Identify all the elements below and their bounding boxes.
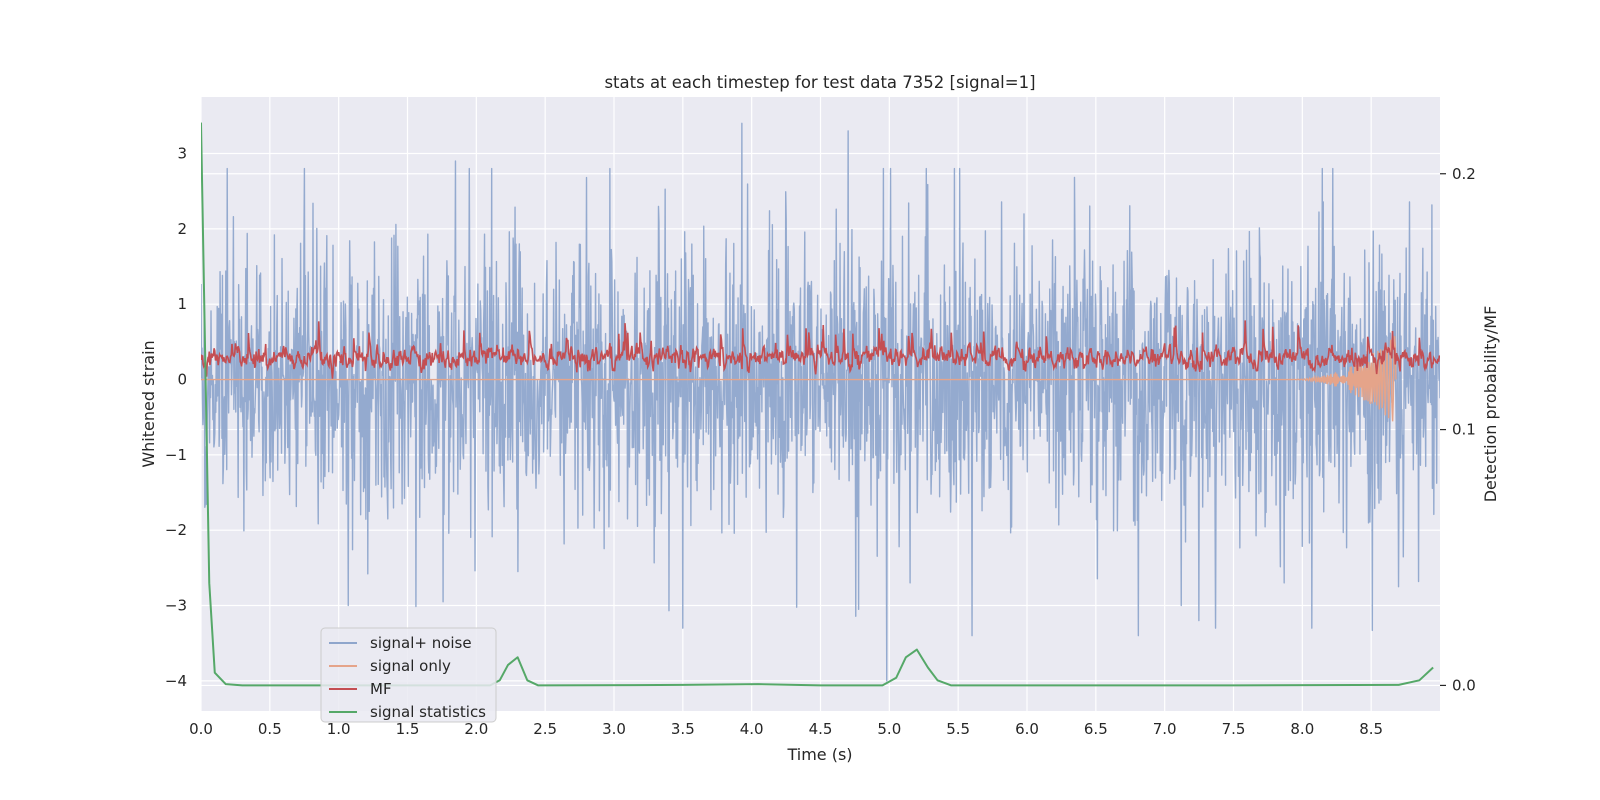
x-tick-label: 1.5 [396, 720, 420, 738]
x-axis-label: Time (s) [786, 745, 852, 764]
x-tick-label: 3.5 [671, 720, 695, 738]
x-tick-label: 2.0 [464, 720, 488, 738]
legend-item: MF [329, 680, 392, 698]
y-tick-label: 1 [177, 295, 187, 313]
legend-label: signal statistics [370, 703, 486, 721]
x-tick-label: 8.0 [1290, 720, 1314, 738]
series-signal-only [201, 336, 1397, 422]
y2-axis-label: Detection probability/MF [1481, 306, 1500, 503]
series-signal-noise [201, 122, 1440, 682]
x-tick-label: 0.0 [189, 720, 213, 738]
y-axis-label: Whitened strain [139, 340, 158, 467]
x-tick-label: 7.0 [1153, 720, 1177, 738]
legend: signal+ noise signal only MF signal statist… [320, 627, 497, 723]
y-tick-label: −4 [165, 672, 187, 690]
y-tick-label: −1 [165, 446, 187, 464]
x-tick-label: 6.5 [1084, 720, 1108, 738]
x-tick-label: 7.5 [1222, 720, 1246, 738]
y2-tick-label: 0.1 [1452, 421, 1476, 439]
legend-item: signal+ noise [329, 634, 472, 652]
axes: 0.0 0.5 1.0 1.5 2.0 2.5 3.0 3.5 4.0 4.5 5.0 5.5 6.0 6… [165, 145, 1476, 738]
y-tick-label: 2 [177, 220, 187, 238]
x-tick-label: 4.5 [809, 720, 833, 738]
chart-title: stats at each timestep for test data 735… [604, 73, 1035, 92]
x-tick-label: 0.5 [258, 720, 282, 738]
x-tick-label: 5.5 [946, 720, 970, 738]
x-tick-label: 6.0 [1015, 720, 1039, 738]
x-tick-label: 8.5 [1359, 720, 1383, 738]
x-tick-label: 3.0 [602, 720, 626, 738]
y2-tick-label: 0.0 [1452, 676, 1476, 694]
x-tick-label: 5.0 [877, 720, 901, 738]
legend-item: signal statistics [329, 703, 486, 721]
series-signal-statistics [201, 122, 1434, 687]
legend-box [320, 627, 497, 723]
y-tick-label: 3 [177, 145, 187, 163]
series-layer [201, 122, 1440, 687]
y-tick-label: −3 [165, 597, 187, 615]
y2-tick-label: 0.2 [1452, 165, 1476, 183]
y-tick-label: 0 [177, 371, 187, 389]
legend-label: signal+ noise [370, 634, 472, 652]
legend-item: signal only [329, 657, 451, 675]
legend-label: signal only [370, 657, 451, 675]
x-tick-label: 4.0 [740, 720, 764, 738]
y-tick-label: −2 [165, 521, 187, 539]
x-tick-label: 1.0 [327, 720, 351, 738]
legend-label: MF [370, 680, 392, 698]
series-mf [201, 320, 1440, 379]
x-tick-label: 2.5 [533, 720, 557, 738]
